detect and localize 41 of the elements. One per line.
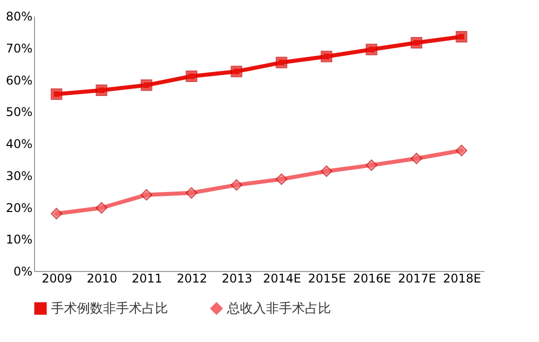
point bbox=[276, 173, 288, 185]
y-tick-label: 0% bbox=[13, 264, 32, 278]
point bbox=[410, 152, 422, 164]
x-tick-label: 2013 bbox=[222, 272, 252, 286]
point bbox=[320, 50, 332, 62]
point bbox=[50, 208, 62, 220]
y-tick-label: 50% bbox=[6, 105, 32, 120]
y-tick-label: 40% bbox=[6, 137, 32, 151]
y-tick-label: 60% bbox=[6, 73, 32, 88]
legend-label: 总收入非手术占比 bbox=[226, 302, 331, 317]
point bbox=[410, 37, 422, 49]
point bbox=[140, 79, 152, 91]
point bbox=[96, 202, 108, 214]
point bbox=[230, 179, 242, 191]
point bbox=[96, 84, 108, 96]
x-tick-label: 2010 bbox=[86, 272, 118, 286]
point bbox=[366, 159, 378, 171]
point bbox=[186, 187, 198, 199]
point bbox=[366, 44, 378, 56]
x-tick-label: 2017E bbox=[398, 272, 436, 286]
legend-label: 手术例数非手术占比 bbox=[51, 302, 168, 317]
y-tick-label: 30% bbox=[6, 168, 32, 183]
x-tick-label: 2011 bbox=[132, 272, 162, 286]
point bbox=[456, 144, 468, 156]
y-tick-label: 80% bbox=[6, 10, 32, 24]
point bbox=[50, 88, 62, 100]
point bbox=[186, 70, 198, 82]
x-tick-label: 2018E bbox=[442, 272, 482, 286]
y-tick-label: 10% bbox=[6, 232, 32, 247]
point bbox=[320, 165, 332, 177]
y-tick-label: 70% bbox=[6, 41, 32, 56]
x-tick-label: 2016E bbox=[352, 272, 392, 286]
point bbox=[456, 30, 468, 42]
point bbox=[230, 66, 242, 78]
x-tick-label: 2014E bbox=[262, 272, 302, 286]
point bbox=[276, 56, 288, 68]
point bbox=[140, 189, 152, 201]
x-tick-label: 2009 bbox=[42, 272, 72, 286]
x-tick-label: 2012 bbox=[176, 272, 208, 286]
x-tick-label: 2015E bbox=[308, 272, 346, 286]
y-tick-label: 20% bbox=[6, 200, 32, 215]
